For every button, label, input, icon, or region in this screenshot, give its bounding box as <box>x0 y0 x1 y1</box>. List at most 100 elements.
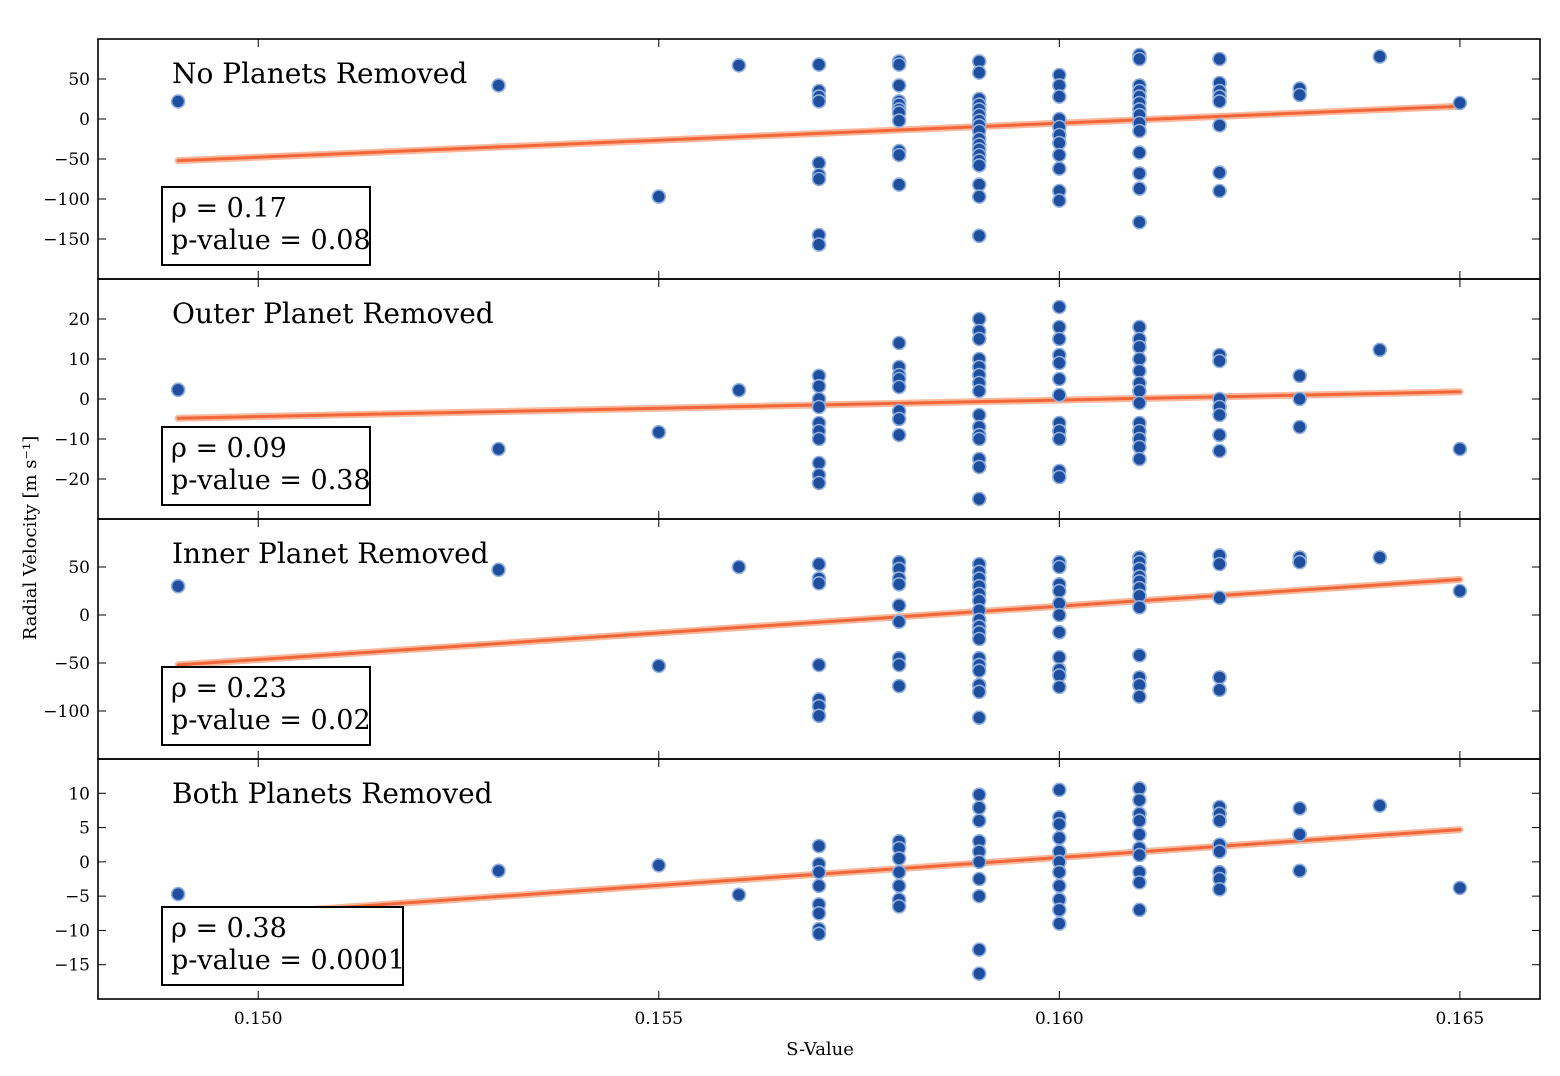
data-point <box>1452 880 1468 896</box>
x-axis-title: S-Value <box>786 1039 854 1060</box>
data-point <box>971 177 987 192</box>
panel-title: Outer Planet Removed <box>172 297 494 330</box>
data-point <box>1212 183 1227 199</box>
x-tick-label: 0.160 <box>1035 1009 1084 1029</box>
data-point <box>971 854 987 870</box>
data-point <box>1132 319 1147 335</box>
data-point <box>1052 331 1067 347</box>
data-point <box>971 331 987 347</box>
y-axis-title: Radial Velocity [m s⁻¹] <box>20 436 41 641</box>
y-tick-label: −50 <box>54 150 90 170</box>
fit-line <box>176 104 1462 163</box>
data-point <box>170 886 186 902</box>
data-point <box>1132 166 1147 181</box>
data-point <box>891 899 907 914</box>
data-point <box>1132 902 1147 918</box>
data-point <box>1052 387 1067 403</box>
data-point <box>1292 419 1307 435</box>
data-point <box>971 431 987 447</box>
y-tick-label: −100 <box>43 190 90 210</box>
data-point <box>971 407 987 423</box>
data-point <box>891 878 907 894</box>
panel-2: 20 10 0 −10 −20 Outer Planet Removed ρ = 0.09p… <box>54 278 1541 520</box>
data-point <box>971 942 987 957</box>
stat-box <box>161 426 371 506</box>
data-point <box>1052 902 1067 918</box>
data-point <box>1452 95 1468 111</box>
data-point <box>1292 554 1307 570</box>
p-value-label: p-value = 0.38 <box>171 465 371 496</box>
y-tick-label: −50 <box>54 654 90 674</box>
data-point <box>1372 550 1388 565</box>
data-point <box>811 57 827 72</box>
data-point <box>1212 118 1227 133</box>
x-axis: 0.150 0.155 0.160 0.165 <box>234 1009 1484 1029</box>
y-tick-label: 0 <box>79 853 90 873</box>
panel-title: No Planets Removed <box>172 57 467 90</box>
data-point <box>1052 161 1067 176</box>
data-point <box>811 576 827 591</box>
data-point <box>1132 451 1147 467</box>
y-tick-label: −5 <box>65 887 90 907</box>
y-tick-label: 0 <box>79 606 90 626</box>
data-point <box>811 556 827 572</box>
data-point <box>1052 864 1067 880</box>
data-point <box>731 382 747 398</box>
data-point <box>811 475 827 491</box>
data-point <box>491 441 506 457</box>
data-point <box>491 863 506 879</box>
data-point <box>1132 648 1147 663</box>
x-tick-label: 0.165 <box>1436 1009 1485 1029</box>
data-point <box>1052 371 1067 387</box>
data-point <box>891 335 907 351</box>
y-tick-label: 0 <box>79 110 90 130</box>
data-point <box>1052 193 1067 208</box>
data-point <box>1132 51 1147 67</box>
data-point <box>731 58 747 73</box>
data-point <box>971 813 987 829</box>
y-tick-label: 10 <box>68 350 90 370</box>
x-tick-label: 0.150 <box>234 1009 283 1029</box>
data-point <box>891 678 907 694</box>
data-point <box>971 663 987 678</box>
data-point <box>971 228 987 244</box>
data-point <box>811 657 827 673</box>
x-tick-label: 0.155 <box>634 1009 683 1029</box>
data-point <box>1132 214 1147 230</box>
y-tick-label: 50 <box>68 558 90 578</box>
data-point <box>1052 135 1067 151</box>
data-point <box>1132 847 1147 863</box>
data-point <box>1052 830 1067 846</box>
data-point <box>1132 123 1147 139</box>
data-point <box>1212 165 1227 180</box>
data-point <box>1212 813 1227 829</box>
data-point <box>651 424 667 440</box>
data-point <box>1052 559 1067 575</box>
data-point <box>971 684 987 700</box>
data-point <box>731 887 747 903</box>
data-point <box>1292 827 1307 842</box>
data-point <box>1052 878 1067 894</box>
stat-box <box>161 666 371 746</box>
data-point <box>1292 87 1307 103</box>
data-point <box>1132 792 1147 808</box>
data-point <box>891 411 907 427</box>
data-point <box>971 311 987 327</box>
fit-line <box>176 577 1462 667</box>
data-point <box>1212 682 1227 698</box>
y-tick-label: −20 <box>54 470 90 490</box>
data-point <box>971 966 987 981</box>
data-point <box>891 427 907 443</box>
data-point <box>1212 353 1227 369</box>
data-point <box>811 905 827 921</box>
data-point <box>1132 351 1147 367</box>
y-tick-label: −100 <box>43 702 90 722</box>
data-point <box>811 878 827 894</box>
data-point <box>971 888 987 904</box>
data-point <box>1132 875 1147 890</box>
y-tick-label: 10 <box>68 784 90 804</box>
data-point <box>1212 51 1227 67</box>
data-point <box>1052 355 1067 371</box>
data-point <box>891 614 907 630</box>
data-point <box>1052 916 1067 931</box>
